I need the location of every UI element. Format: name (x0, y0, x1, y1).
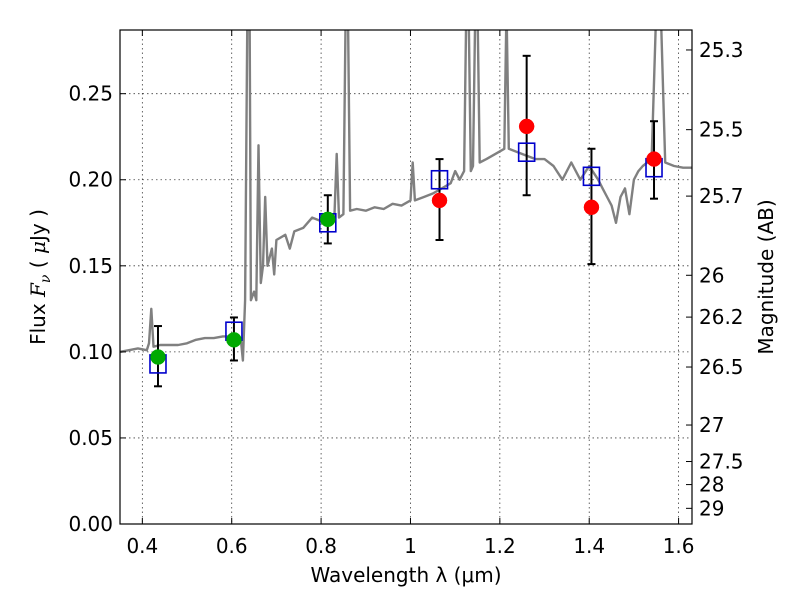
x-tick-label: 1.2 (484, 534, 516, 558)
observed-photometry-point (226, 332, 242, 348)
x-axis-label: Wavelength λ (μm) (310, 563, 501, 587)
x-tick-label: 0.6 (216, 534, 248, 558)
mag-tick-label: 27.5 (699, 450, 744, 474)
y-tick-label: 0.25 (68, 82, 113, 106)
mag-tick-label: 25.7 (699, 184, 744, 208)
axis-ticks: 0.4 0.6 0.8 1 1.2 1.4 1.6 0.00 0.05 0.10 0.15 0.20 0… (68, 30, 744, 558)
observed-photometry-markers (150, 118, 662, 365)
mag-tick-label: 29 (699, 496, 724, 520)
x-tick-label: 1.6 (663, 534, 695, 558)
observed-photometry-point (431, 192, 448, 209)
mag-tick-label: 27 (699, 413, 724, 437)
model-photometry-square (430, 169, 449, 190)
observed-photometry-point (518, 118, 535, 135)
observed-photometry-point (320, 211, 336, 228)
observed-photometry-point (646, 151, 662, 167)
model-sed-line (120, 30, 692, 362)
x-tick-label: 0.8 (305, 534, 337, 558)
mag-tick-label: 28 (699, 473, 724, 497)
observed-photometry-point (583, 199, 600, 216)
x-tick-label: 1.4 (573, 534, 605, 558)
mag-tick-label: 26 (699, 263, 724, 287)
model-photometry-square (582, 166, 601, 187)
observed-photometry-point (150, 349, 166, 365)
x-tick-label: 0.4 (126, 534, 158, 558)
mag-tick-label: 25.5 (699, 118, 744, 142)
y-tick-label: 0.15 (68, 254, 113, 278)
model-photometry-square (517, 142, 536, 163)
y-tick-label: 0.05 (68, 426, 113, 450)
y-tick-label: 0.00 (68, 512, 113, 536)
y-axis-label: Flux Fν ( μJy ) (26, 209, 54, 345)
plot-background (120, 30, 692, 524)
plot-frame (119, 29, 693, 525)
x-tick-label: 1 (404, 534, 417, 558)
y-tick-label: 0.20 (68, 168, 113, 192)
mag-tick-label: 26.5 (699, 355, 744, 379)
mag-tick-label: 26.2 (699, 305, 744, 329)
mag-tick-label: 25.3 (699, 38, 744, 62)
y-tick-label: 0.10 (68, 340, 113, 364)
right-axis-label: Magnitude (AB) (754, 199, 778, 354)
data-layer (120, 30, 692, 388)
